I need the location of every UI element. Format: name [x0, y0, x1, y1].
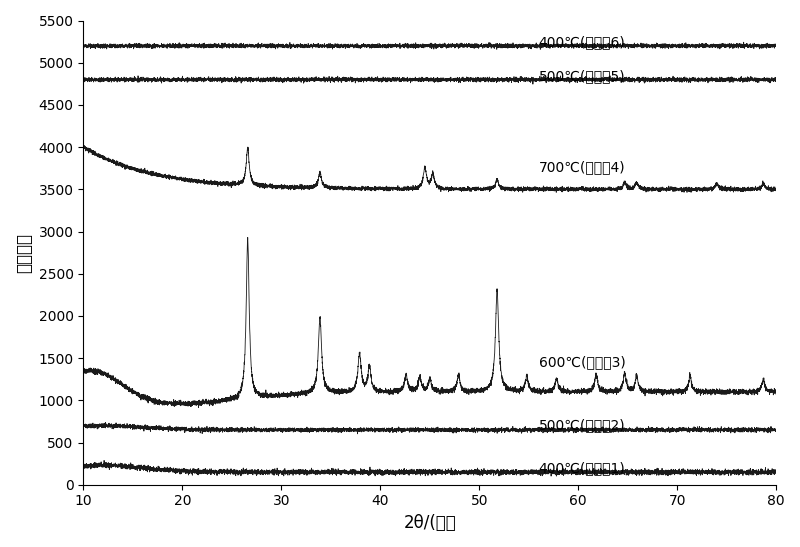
- Text: 700℃(实施外4): 700℃(实施外4): [538, 160, 626, 174]
- Text: 500℃(实施外5): 500℃(实施外5): [538, 69, 626, 83]
- X-axis label: 2θ/(度）: 2θ/(度）: [403, 514, 456, 532]
- Y-axis label: 衍射强度: 衍射强度: [15, 232, 33, 272]
- Text: 600℃(实施外3): 600℃(实施外3): [538, 356, 626, 369]
- Text: 500℃(实施外2): 500℃(实施外2): [538, 418, 626, 433]
- Text: 400℃(实施外1): 400℃(实施外1): [538, 462, 626, 476]
- Text: 400℃(实施外6): 400℃(实施外6): [538, 36, 626, 49]
